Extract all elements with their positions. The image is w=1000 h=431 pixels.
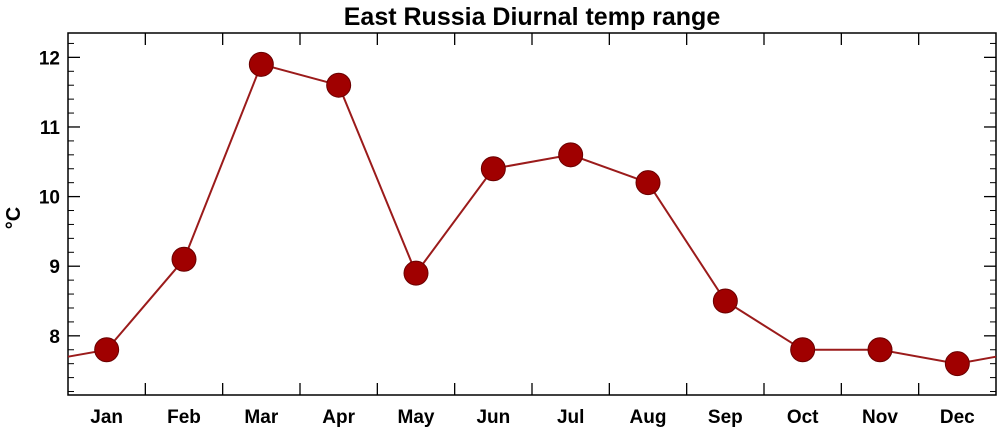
x-tick-label-jul: Jul xyxy=(557,407,584,428)
x-tick-label-nov: Nov xyxy=(862,407,898,428)
x-tick-label-aug: Aug xyxy=(630,407,667,428)
x-tick-label-apr: Apr xyxy=(322,407,355,428)
x-tick-label-may: May xyxy=(398,407,435,428)
x-tick-labels: Jan Feb Mar Apr May Jun Jul Aug Sep Oct Nov Dec xyxy=(90,407,975,428)
plot-frame xyxy=(67,32,997,396)
data-point-oct xyxy=(790,337,816,363)
y-tick-label: 12 xyxy=(39,48,60,69)
y-tick-label: 8 xyxy=(49,327,60,348)
x-tick-label-sep: Sep xyxy=(708,407,743,428)
data-point-jan xyxy=(94,337,120,363)
x-tick-label-mar: Mar xyxy=(244,407,278,428)
y-tick-label: 11 xyxy=(40,118,61,139)
x-tick-label-dec: Dec xyxy=(940,407,975,428)
data-point-feb xyxy=(171,246,197,272)
x-tick-label-oct: Oct xyxy=(787,407,819,428)
chart-title: East Russia Diurnal temp range xyxy=(344,3,721,31)
data-point-aug xyxy=(635,170,661,196)
data-point-jun xyxy=(480,156,506,182)
x-tick-label-jan: Jan xyxy=(90,407,123,428)
data-point-nov xyxy=(867,337,893,363)
y-axis-label: °C xyxy=(3,207,25,229)
series-line-group xyxy=(67,63,997,365)
x-tick-label-jun: Jun xyxy=(476,407,510,428)
data-point-dec xyxy=(944,351,970,377)
data-point-jul xyxy=(558,142,584,168)
x-tick-label-feb: Feb xyxy=(167,407,201,428)
y-tick-label: 10 xyxy=(39,188,60,209)
axis-ticks xyxy=(68,33,996,395)
data-point-apr xyxy=(326,72,352,98)
y-tick-label: 9 xyxy=(49,257,60,278)
data-point-sep xyxy=(712,288,738,314)
series-points xyxy=(94,51,970,377)
series-line xyxy=(67,63,997,365)
data-point-mar xyxy=(248,51,274,77)
y-tick-labels: 8 9 10 11 12 xyxy=(39,48,61,347)
data-point-may xyxy=(403,260,429,286)
